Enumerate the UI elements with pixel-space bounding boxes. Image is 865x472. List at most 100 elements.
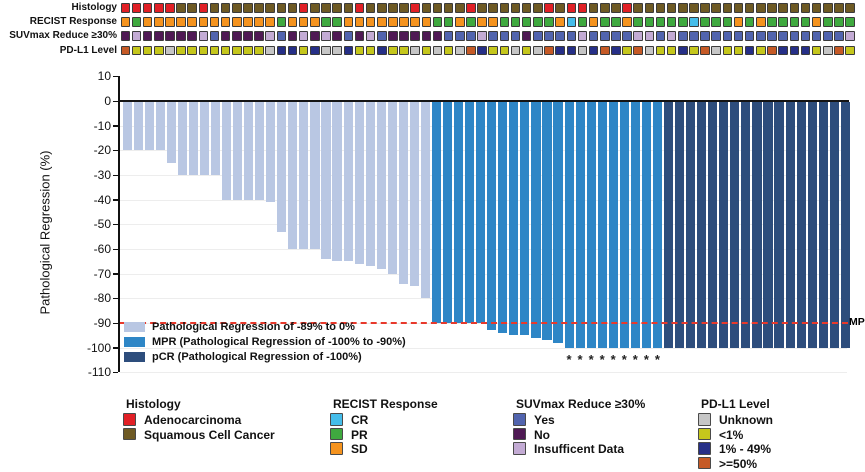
track-cell-recist-response bbox=[410, 17, 420, 27]
track-cell-pdl1-level bbox=[287, 45, 298, 56]
bar bbox=[509, 102, 519, 336]
bar bbox=[221, 102, 232, 200]
legend-swatch bbox=[698, 456, 711, 469]
y-tick-label: -80 bbox=[93, 291, 111, 306]
track-cell-recist-response bbox=[399, 17, 409, 27]
track-cell-recist-response bbox=[800, 17, 811, 27]
y-tick-label: -90 bbox=[93, 316, 111, 330]
legend-item-label: CR bbox=[351, 413, 369, 427]
track-cell-suvmax-reduce bbox=[666, 31, 677, 41]
track-cell-recist-response bbox=[321, 17, 331, 27]
bar bbox=[177, 102, 187, 175]
track-cell-pdl1-level bbox=[744, 45, 755, 56]
y-tick bbox=[113, 199, 118, 201]
track-cell-recist-response bbox=[700, 17, 710, 27]
track-cell-pdl1-level bbox=[332, 45, 342, 56]
track-cell-histology bbox=[521, 3, 532, 13]
track-cell-pdl1-level bbox=[209, 45, 220, 56]
track-cell-pdl1-level bbox=[544, 45, 554, 56]
track-cell-pdl1-level bbox=[678, 45, 688, 56]
legend-item-label: Yes bbox=[534, 413, 555, 427]
track-cell-suvmax-reduce bbox=[488, 31, 499, 41]
track-cell-histology bbox=[778, 3, 788, 13]
track-cell-histology bbox=[354, 3, 365, 13]
bar bbox=[619, 102, 629, 348]
track-cell-pdl1-level bbox=[811, 45, 822, 56]
track-cell-recist-response bbox=[354, 17, 365, 27]
y-tick bbox=[113, 347, 118, 349]
track-cell-recist-response bbox=[521, 17, 532, 27]
track-cell-suvmax-reduce bbox=[176, 31, 186, 41]
track-cell-recist-response bbox=[689, 17, 699, 27]
track-cell-histology bbox=[443, 3, 454, 13]
track-cell-histology bbox=[733, 3, 744, 13]
track-cell-histology bbox=[432, 3, 443, 13]
bar bbox=[575, 102, 585, 348]
y-tick bbox=[113, 149, 118, 152]
asterisk-marker: * bbox=[621, 351, 627, 367]
track-cell-recist-response bbox=[789, 17, 800, 27]
bar bbox=[520, 102, 530, 336]
track-cell-histology bbox=[376, 3, 387, 13]
track-cell-suvmax-reduce bbox=[700, 31, 710, 41]
track-cell-pdl1-level bbox=[298, 45, 309, 56]
track-cell-recist-response bbox=[432, 17, 443, 27]
bar bbox=[829, 102, 839, 348]
track-cell-histology bbox=[198, 3, 209, 13]
bar bbox=[144, 102, 154, 151]
track-cell-histology bbox=[566, 3, 577, 13]
track-cell-pdl1-level bbox=[388, 45, 398, 56]
track-label-suvmax-reduce: SUVmax Reduce ≥30% bbox=[9, 30, 117, 42]
zero-line bbox=[118, 99, 849, 103]
track-cell-histology bbox=[666, 3, 677, 13]
track-cell-histology bbox=[220, 3, 231, 13]
legend-swatch bbox=[330, 442, 343, 455]
track-cell-histology bbox=[789, 3, 800, 13]
track-cell-pdl1-level bbox=[276, 45, 287, 56]
track-cell-pdl1-level bbox=[153, 45, 164, 56]
track-cell-histology bbox=[343, 3, 354, 13]
track-cell-pdl1-level bbox=[722, 45, 733, 56]
bar bbox=[343, 102, 353, 262]
track-cell-pdl1-level bbox=[243, 45, 253, 56]
track-cell-suvmax-reduce bbox=[276, 31, 287, 41]
asterisk-marker: * bbox=[588, 351, 594, 367]
track-cell-suvmax-reduce bbox=[142, 31, 153, 41]
legend-swatch bbox=[330, 413, 343, 426]
track-cell-recist-response bbox=[455, 17, 465, 27]
track-cell-pdl1-level bbox=[120, 45, 131, 56]
y-tick-label: -110 bbox=[87, 365, 111, 380]
y-tick bbox=[113, 273, 118, 275]
track-cell-recist-response bbox=[466, 17, 476, 27]
track-cell-suvmax-reduce bbox=[432, 31, 443, 41]
track-cell-suvmax-reduce bbox=[622, 31, 632, 41]
bar bbox=[542, 102, 552, 341]
track-cell-histology bbox=[834, 3, 844, 13]
bar bbox=[155, 102, 165, 151]
track-cell-suvmax-reduce bbox=[845, 31, 855, 41]
bar bbox=[465, 102, 475, 323]
track-cell-histology bbox=[689, 3, 699, 13]
track-cell-pdl1-level bbox=[633, 45, 643, 56]
track-cell-histology bbox=[276, 3, 287, 13]
bar bbox=[719, 102, 729, 348]
track-cell-suvmax-reduce bbox=[778, 31, 788, 41]
track-cell-histology bbox=[421, 3, 432, 13]
bar bbox=[807, 102, 817, 348]
track-cell-recist-response bbox=[499, 17, 510, 27]
bar bbox=[376, 102, 386, 269]
bar bbox=[498, 102, 508, 333]
bar bbox=[586, 102, 596, 348]
track-cell-suvmax-reduce bbox=[722, 31, 733, 41]
track-cell-histology bbox=[722, 3, 733, 13]
gridline bbox=[120, 347, 847, 349]
bar bbox=[454, 102, 464, 323]
plot-legend-label: Pathological Regression of -89% to 0% bbox=[152, 321, 355, 333]
track-cell-histology bbox=[711, 3, 722, 13]
legend-swatch bbox=[513, 413, 526, 426]
bar bbox=[597, 102, 607, 348]
track-cell-pdl1-level bbox=[432, 45, 443, 56]
track-cell-pdl1-level bbox=[410, 45, 420, 56]
bar bbox=[774, 102, 784, 348]
bar bbox=[365, 102, 375, 267]
